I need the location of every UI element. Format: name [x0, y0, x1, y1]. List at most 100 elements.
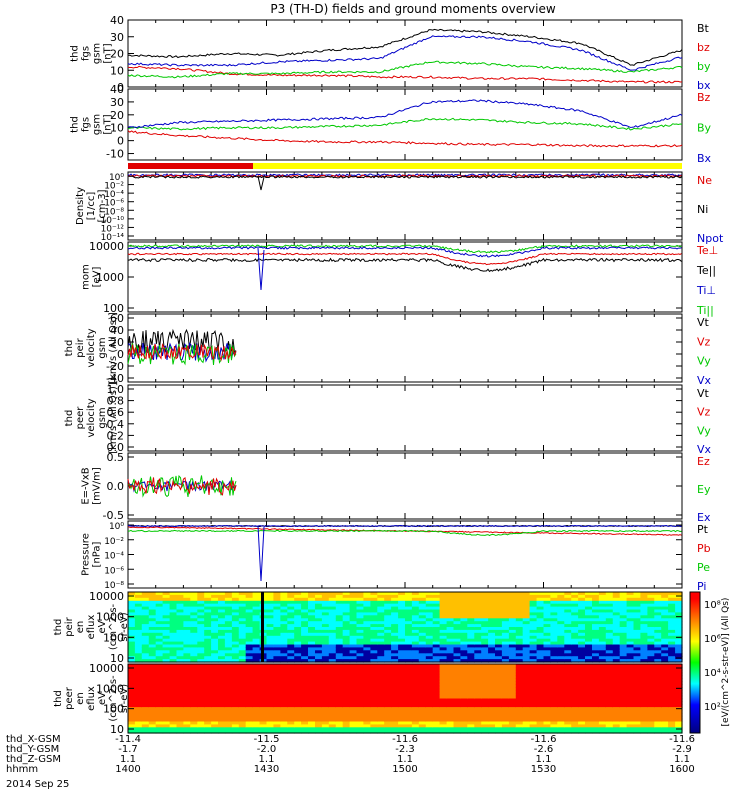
- spec-cell: [564, 644, 572, 648]
- spec-cell: [148, 721, 157, 725]
- spec-cell: [231, 675, 240, 679]
- spec-cell: [370, 597, 378, 602]
- spec-cell: [481, 710, 489, 714]
- spec-cell: [522, 730, 531, 734]
- spec-cell: [647, 715, 655, 720]
- spec-cell: [245, 712, 254, 717]
- spec-cell: [349, 678, 358, 682]
- spec-cell: [515, 592, 524, 596]
- spec-cell: [619, 597, 628, 602]
- spec-cell: [522, 594, 531, 599]
- spec-cell: [259, 689, 268, 694]
- spec-cell: [411, 710, 420, 714]
- spec-cell: [211, 678, 219, 682]
- spec-cell: [190, 669, 198, 674]
- spec-cell: [162, 718, 171, 723]
- spec-cell: [661, 641, 669, 646]
- spec-cell: [432, 624, 441, 628]
- spec-cell: [453, 653, 461, 657]
- spec-cell: [287, 684, 295, 688]
- spec-cell: [335, 715, 344, 720]
- xaxis-row-label: thd_X-GSM: [6, 734, 61, 745]
- spec-cell: [453, 618, 461, 622]
- spec-cell: [488, 715, 496, 720]
- spec-cell: [238, 627, 247, 631]
- spec-cell: [176, 653, 184, 657]
- spec-cell: [328, 701, 337, 705]
- spec-cell: [363, 592, 371, 596]
- spec-cell: [515, 632, 524, 637]
- spec-cell: [155, 612, 164, 616]
- spec-cell: [128, 701, 136, 705]
- spec-cell: [522, 678, 531, 682]
- spec-cell: [148, 621, 157, 625]
- spec-cell: [467, 606, 475, 611]
- spec-cell: [605, 644, 614, 648]
- spec-cell: [148, 618, 157, 622]
- spec-cell: [529, 594, 538, 599]
- density-ylabel: [1/cc]: [86, 192, 97, 221]
- spec-cell: [536, 592, 545, 596]
- spec-cell: [370, 635, 378, 640]
- spec-cell: [183, 653, 191, 657]
- spec-cell: [321, 632, 330, 637]
- spec-cell: [598, 606, 607, 611]
- efield-legend-Ey: Ey: [697, 483, 711, 496]
- spec-cell: [515, 687, 524, 691]
- spec-cell: [204, 632, 212, 637]
- spec-cell: [356, 701, 364, 705]
- spec-cell: [183, 603, 191, 608]
- spec-cell: [197, 669, 205, 674]
- spec-cell: [134, 718, 143, 723]
- spec-cell: [675, 710, 683, 714]
- spec-cell: [654, 627, 662, 631]
- spec-cell: [141, 698, 150, 702]
- spec-cell: [605, 629, 614, 634]
- spec-cell: [335, 609, 344, 613]
- spec-cell: [218, 710, 226, 714]
- spec-cell: [266, 635, 274, 640]
- spec-cell: [543, 609, 551, 613]
- spec-cell: [315, 684, 323, 688]
- spec-cell: [647, 615, 655, 619]
- spec-cell: [460, 594, 468, 599]
- spec-cell: [155, 609, 164, 613]
- spec-cell: [418, 594, 427, 599]
- efield-legend-Ez: Ez: [697, 455, 710, 468]
- spec-cell: [335, 650, 344, 654]
- spec-cell: [446, 689, 455, 694]
- spec-cell: [370, 672, 378, 677]
- spec-cell: [134, 681, 143, 685]
- spec-cell: [585, 647, 593, 651]
- spec-cell: [176, 641, 184, 646]
- spec-cell: [460, 707, 468, 711]
- spec-cell: [197, 721, 205, 725]
- spec-cell: [287, 653, 295, 657]
- spec-cell: [564, 629, 572, 634]
- spec-cell: [508, 600, 517, 605]
- spec-cell: [280, 710, 288, 714]
- spec-cell: [356, 615, 364, 619]
- spec-cell: [128, 678, 136, 682]
- spec-cell: [363, 597, 371, 602]
- spec-cell: [308, 678, 316, 682]
- spec-cell: [612, 603, 621, 608]
- spec-cell: [661, 609, 669, 613]
- spec-cell: [522, 647, 531, 651]
- peir_spec-ylabel: sr-eV): [119, 612, 130, 641]
- spec-cell: [231, 695, 240, 700]
- temp-tipar: [127, 244, 682, 254]
- spec-cell: [661, 721, 669, 725]
- spec-cell: [411, 695, 420, 700]
- spec-cell: [501, 718, 510, 723]
- spec-cell: [619, 678, 628, 682]
- spec-cell: [668, 707, 676, 711]
- spec-cell: [335, 698, 344, 702]
- spec-cell: [481, 701, 489, 705]
- spec-cell: [294, 641, 302, 646]
- spec-cell: [356, 653, 364, 657]
- density-ni: [127, 175, 682, 179]
- spec-cell: [626, 638, 635, 643]
- spec-cell: [522, 687, 531, 691]
- spec-cell: [308, 653, 316, 657]
